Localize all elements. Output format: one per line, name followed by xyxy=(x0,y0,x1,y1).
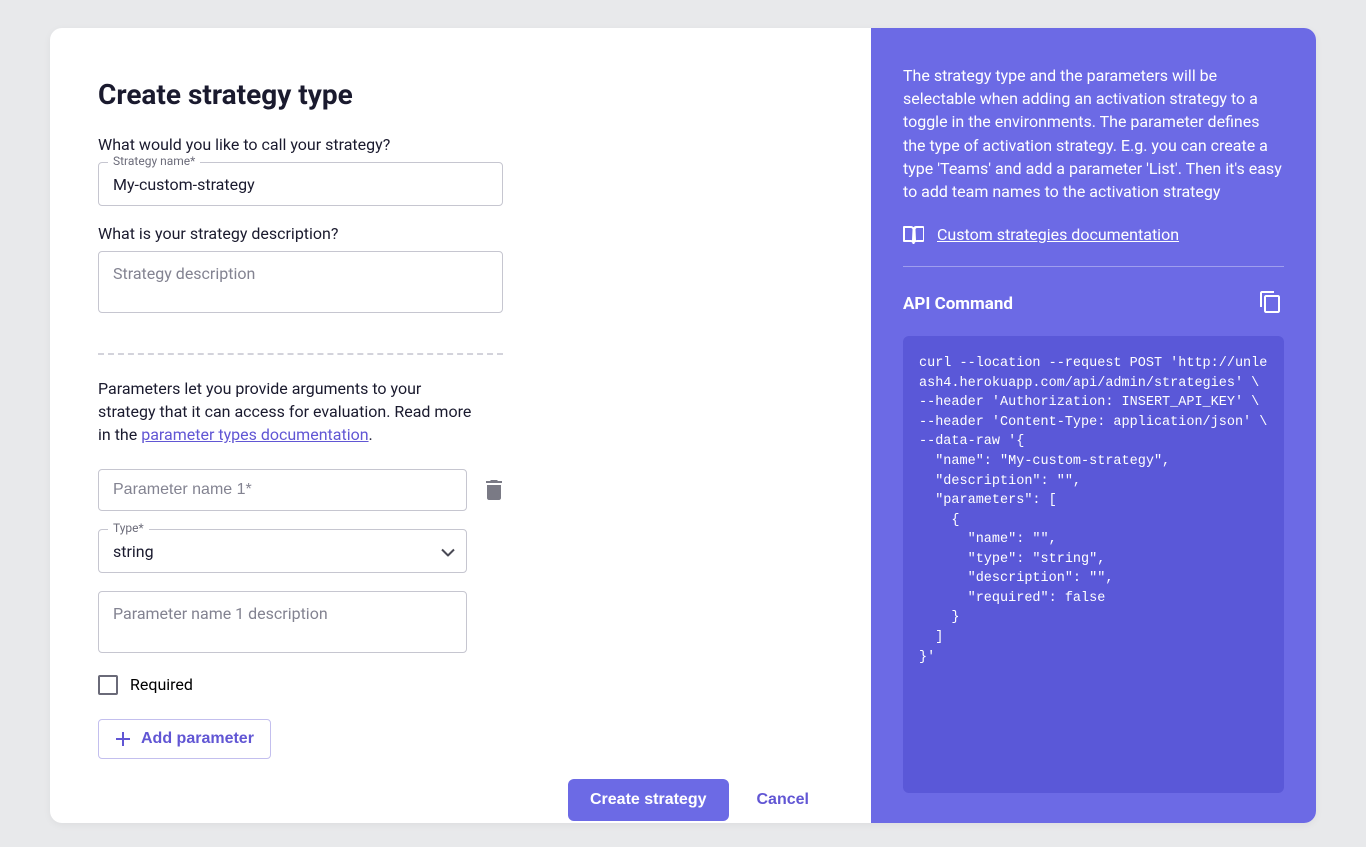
parameter-desc-field xyxy=(98,591,467,657)
parameter-help-suffix: . xyxy=(369,425,373,444)
page-title: Create strategy type xyxy=(98,78,823,111)
required-checkbox[interactable] xyxy=(98,675,118,695)
cancel-button[interactable]: Cancel xyxy=(757,791,809,809)
strategy-name-label: Strategy name* xyxy=(108,154,200,168)
sidebar-divider xyxy=(903,266,1284,267)
strategy-desc-question: What is your strategy description? xyxy=(98,224,823,243)
plus-icon xyxy=(115,731,131,747)
section-divider xyxy=(98,353,503,355)
parameter-type-field: Type* string xyxy=(98,529,467,573)
sidebar-description: The strategy type and the parameters wil… xyxy=(903,64,1284,203)
parameter-type-select[interactable]: string xyxy=(98,529,467,573)
strategy-name-question: What would you like to call your strateg… xyxy=(98,135,823,154)
parameter-help-text: Parameters let you provide arguments to … xyxy=(98,377,478,447)
parameter-name-input[interactable] xyxy=(98,469,467,511)
create-strategy-card: Create strategy type What would you like… xyxy=(50,28,1316,823)
parameter-name-row xyxy=(98,469,823,511)
copy-icon xyxy=(1260,291,1280,313)
api-command-code[interactable]: curl --location --request POST 'http://u… xyxy=(903,336,1284,793)
required-row: Required xyxy=(98,675,823,695)
book-icon xyxy=(903,226,925,244)
parameter-desc-input[interactable] xyxy=(98,591,467,653)
parameter-types-doc-link[interactable]: parameter types documentation xyxy=(141,425,368,444)
form-actions: Create strategy Cancel xyxy=(568,779,823,821)
sidebar-panel: The strategy type and the parameters wil… xyxy=(871,28,1316,823)
delete-parameter-button[interactable] xyxy=(481,476,507,504)
copy-api-button[interactable] xyxy=(1256,287,1284,320)
doc-link-row: Custom strategies documentation xyxy=(903,225,1284,244)
strategy-desc-input[interactable] xyxy=(98,251,503,313)
strategy-desc-field xyxy=(98,251,503,317)
add-parameter-label: Add parameter xyxy=(141,730,254,748)
form-panel: Create strategy type What would you like… xyxy=(50,28,871,823)
api-command-title: API Command xyxy=(903,294,1013,314)
trash-icon xyxy=(485,480,503,500)
strategy-name-input[interactable] xyxy=(98,162,503,206)
api-header: API Command xyxy=(903,287,1284,320)
parameter-type-label: Type* xyxy=(108,521,149,535)
required-label: Required xyxy=(130,675,193,694)
strategy-name-field: Strategy name* xyxy=(98,162,503,206)
add-parameter-button[interactable]: Add parameter xyxy=(98,719,271,759)
create-strategy-button[interactable]: Create strategy xyxy=(568,779,729,821)
custom-strategies-doc-link[interactable]: Custom strategies documentation xyxy=(937,225,1179,244)
